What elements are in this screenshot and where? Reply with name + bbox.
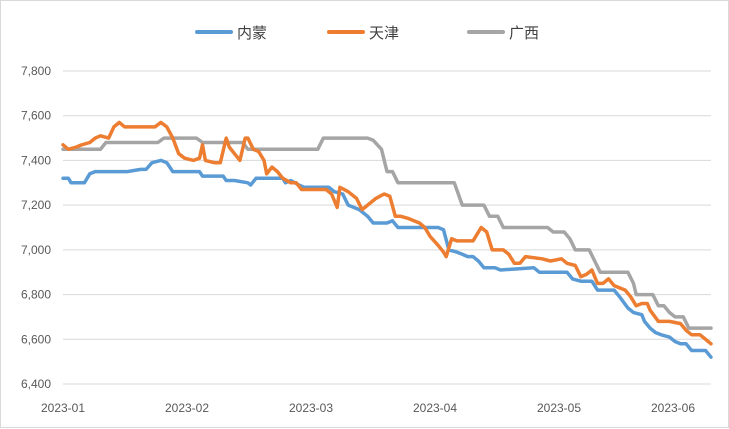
legend-label: 天津 bbox=[369, 24, 399, 42]
legend-item: 广西 bbox=[467, 24, 539, 42]
gridlines bbox=[63, 70, 711, 385]
series-line-3 bbox=[61, 136, 713, 330]
x-tick-label: 2023-06 bbox=[651, 401, 695, 415]
y-axis: 7,800 7,600 7,400 7,200 7,000 6,800 6,600 6,400 bbox=[21, 64, 51, 391]
y-tick-label: 7,400 bbox=[21, 153, 51, 167]
x-tick-label: 2023-02 bbox=[165, 401, 209, 415]
x-tick-label: 2023-01 bbox=[41, 401, 85, 415]
x-tick-label: 2023-05 bbox=[537, 401, 581, 415]
y-tick-label: 6,800 bbox=[21, 288, 51, 302]
legend-label: 广西 bbox=[509, 24, 539, 42]
legend: 内蒙 天津 广西 bbox=[195, 24, 539, 42]
legend-item: 内蒙 bbox=[195, 24, 267, 42]
x-tick-label: 2023-03 bbox=[289, 401, 333, 415]
x-axis: 2023-01 2023-02 2023-03 2023-04 2023-05 2023-… bbox=[41, 401, 695, 415]
y-tick-label: 7,200 bbox=[21, 198, 51, 212]
y-tick-label: 6,600 bbox=[21, 332, 51, 346]
series-lines bbox=[61, 120, 713, 359]
legend-label: 内蒙 bbox=[237, 24, 267, 42]
y-tick-label: 7,000 bbox=[21, 243, 51, 257]
series-line-2 bbox=[61, 120, 713, 346]
x-tick-label: 2023-04 bbox=[413, 401, 457, 415]
y-tick-label: 6,400 bbox=[21, 377, 51, 391]
legend-item: 天津 bbox=[327, 24, 399, 42]
series-line-1 bbox=[61, 158, 713, 359]
y-tick-label: 7,600 bbox=[21, 109, 51, 123]
y-tick-label: 7,800 bbox=[21, 64, 51, 78]
